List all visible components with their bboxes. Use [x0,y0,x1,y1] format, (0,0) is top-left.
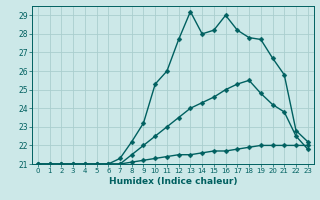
X-axis label: Humidex (Indice chaleur): Humidex (Indice chaleur) [108,177,237,186]
